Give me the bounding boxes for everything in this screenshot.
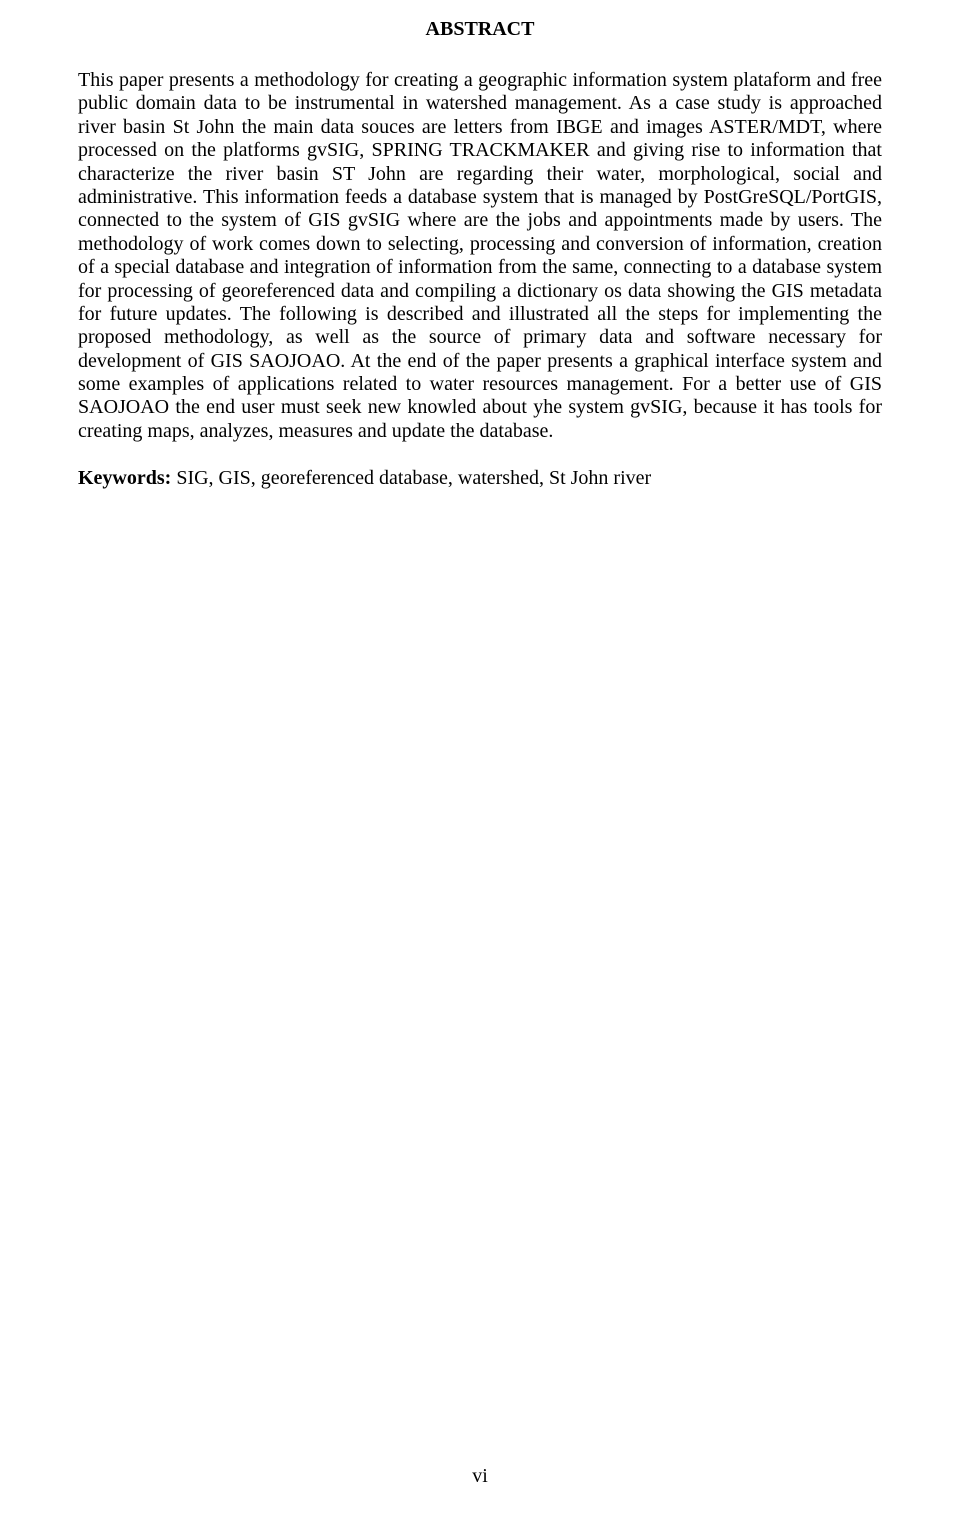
abstract-body-text: This paper presents a methodology for cr…	[78, 69, 882, 443]
keywords-label: Keywords:	[78, 467, 171, 489]
page-number: vi	[0, 1465, 960, 1488]
keywords-text: SIG, GIS, georeferenced database, waters…	[171, 467, 651, 489]
page-container: ABSTRACT This paper presents a methodolo…	[0, 0, 960, 490]
keywords-line: Keywords: SIG, GIS, georeferenced databa…	[78, 467, 882, 490]
abstract-title: ABSTRACT	[78, 18, 882, 41]
